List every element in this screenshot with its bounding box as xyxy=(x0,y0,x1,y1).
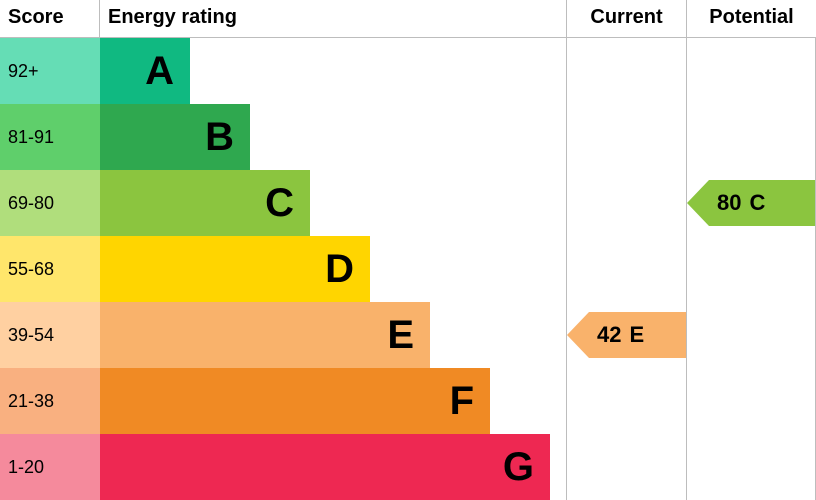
tag-letter: E xyxy=(629,322,644,348)
header-row: Score Energy rating Current Potential xyxy=(0,0,816,38)
bar-cell: B xyxy=(100,104,566,170)
band-row-a: 92+A xyxy=(0,38,816,104)
rating-bar-d: D xyxy=(100,236,370,302)
tag-letter: C xyxy=(749,190,765,216)
bar-cell: C xyxy=(100,170,566,236)
epc-chart: Score Energy rating Current Potential 92… xyxy=(0,0,816,500)
rating-rows: 92+A81-91B69-80C80C55-68D39-54E42E21-38F… xyxy=(0,38,816,500)
rating-bar-e: E xyxy=(100,302,430,368)
band-row-c: 69-80C80C xyxy=(0,170,816,236)
band-row-g: 1-20G xyxy=(0,434,816,500)
band-row-d: 55-68D xyxy=(0,236,816,302)
potential-column-cell xyxy=(686,368,816,434)
bar-cell: D xyxy=(100,236,566,302)
potential-column-cell xyxy=(686,236,816,302)
bar-cell: A xyxy=(100,38,566,104)
header-potential: Potential xyxy=(686,0,816,37)
current-tag: 42 E xyxy=(589,312,686,358)
header-score: Score xyxy=(0,0,100,37)
potential-tag: 80 C xyxy=(709,180,815,226)
current-column-cell: 42 E xyxy=(566,302,686,368)
tag-value: 42 xyxy=(597,322,621,348)
current-column-cell xyxy=(566,170,686,236)
tag-arrow-icon xyxy=(567,312,589,358)
band-row-e: 39-54E42E xyxy=(0,302,816,368)
rating-bar-c: C xyxy=(100,170,310,236)
potential-column-cell xyxy=(686,302,816,368)
band-row-f: 21-38F xyxy=(0,368,816,434)
band-row-b: 81-91B xyxy=(0,104,816,170)
potential-column-cell xyxy=(686,104,816,170)
bar-cell: E xyxy=(100,302,566,368)
current-column-cell xyxy=(566,104,686,170)
potential-column-cell xyxy=(686,434,816,500)
score-range: 1-20 xyxy=(0,434,100,500)
rating-bar-a: A xyxy=(100,38,190,104)
current-column-cell xyxy=(566,368,686,434)
current-column-cell xyxy=(566,434,686,500)
bar-cell: F xyxy=(100,368,566,434)
header-current: Current xyxy=(566,0,686,37)
rating-bar-g: G xyxy=(100,434,550,500)
potential-column-cell xyxy=(686,38,816,104)
rating-bar-f: F xyxy=(100,368,490,434)
score-range: 81-91 xyxy=(0,104,100,170)
current-column-cell xyxy=(566,236,686,302)
current-column-cell xyxy=(566,38,686,104)
rating-bar-b: B xyxy=(100,104,250,170)
tag-value: 80 xyxy=(717,190,741,216)
score-range: 55-68 xyxy=(0,236,100,302)
tag-arrow-icon xyxy=(687,180,709,226)
score-range: 69-80 xyxy=(0,170,100,236)
potential-column-cell: 80 C xyxy=(686,170,816,236)
bar-cell: G xyxy=(100,434,566,500)
score-range: 92+ xyxy=(0,38,100,104)
score-range: 21-38 xyxy=(0,368,100,434)
score-range: 39-54 xyxy=(0,302,100,368)
header-rating: Energy rating xyxy=(100,0,566,37)
